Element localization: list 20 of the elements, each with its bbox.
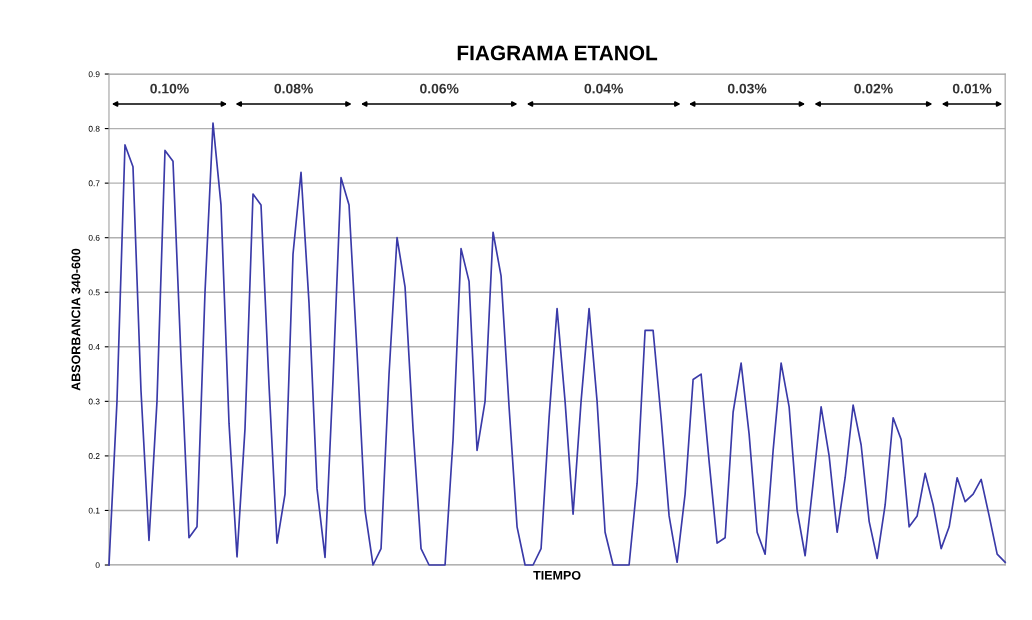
y-tick-label: 0.4 [88, 343, 100, 350]
y-tick-label: 0.2 [88, 453, 100, 459]
chart-title: FIAGRAMA ETANOL [457, 45, 658, 61]
annotation: 0.01% [952, 83, 992, 94]
y-tick-label: 0.6 [88, 234, 100, 241]
annotation: 0.03% [727, 83, 767, 94]
y-tick-label: 0.9 [88, 71, 100, 78]
x-axis-title: TIEMPO [533, 570, 581, 580]
y-tick-label: 0 [95, 562, 100, 569]
y-tick-label: 0.1 [88, 507, 100, 514]
annotation: 0.06% [420, 83, 459, 94]
y-tick-label: 0.8 [88, 125, 100, 132]
annotation: 0.02% [854, 83, 893, 94]
annotation: 0.04% [584, 83, 623, 94]
y-axis-title: ABSORBANCIA 340-600 [71, 248, 81, 391]
y-tick-label: 0.3 [88, 398, 100, 405]
y-tick-label: 0.7 [88, 180, 100, 187]
annotation: 0.10% [150, 83, 189, 94]
annotation: 0.08% [274, 83, 313, 94]
y-tick-label: 0.5 [88, 289, 100, 296]
